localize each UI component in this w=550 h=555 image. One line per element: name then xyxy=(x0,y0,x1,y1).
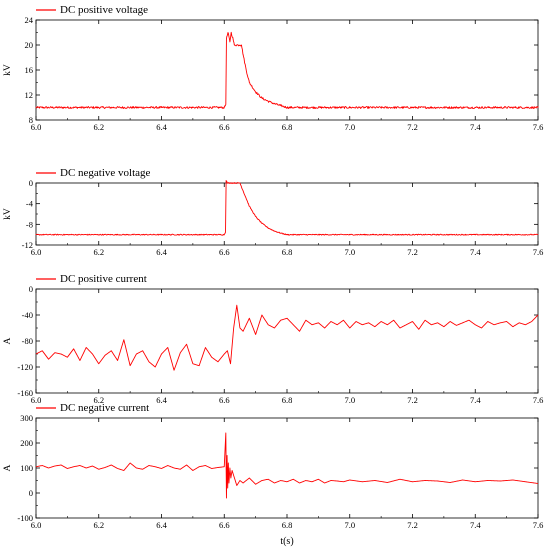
x-tick-label: 7.0 xyxy=(344,395,355,405)
x-tick-label: 6.2 xyxy=(93,122,104,132)
legend-label: DC positive current xyxy=(60,273,147,285)
x-tick-label: 6.4 xyxy=(156,122,167,132)
x-tick-label: 6.4 xyxy=(156,395,167,405)
y-tick-label: 100 xyxy=(20,463,33,473)
x-tick-label: 6.8 xyxy=(282,122,293,132)
y-tick-label: 0 xyxy=(29,488,33,498)
y-tick-label: -40 xyxy=(22,310,33,320)
y-tick-label: -120 xyxy=(17,362,33,372)
legend-label: DC positive voltage xyxy=(60,4,148,16)
x-tick-label: 6.2 xyxy=(93,247,104,257)
x-tick-label: 7.6 xyxy=(533,520,544,530)
y-tick-label: 200 xyxy=(20,438,33,448)
y-axis-label: kV xyxy=(3,208,13,220)
chart-panel-3: 6.0 6.2 6.4 6.6 6.8 7.0 7.2 7.4 7.6 0 -40 -80 -120 -1… xyxy=(3,273,543,405)
y-tick-label: 8 xyxy=(29,115,33,125)
x-tick-label: 7.4 xyxy=(470,122,481,132)
series-line xyxy=(35,432,539,499)
x-tick-label: 7.0 xyxy=(344,122,355,132)
y-tick-label: 300 xyxy=(20,413,33,423)
x-tick-label: 7.6 xyxy=(533,247,544,257)
chart-panel-2: 6.0 6.2 6.4 6.6 6.8 7.0 7.2 7.4 7.6 0 -4 -8 -12 kV DC … xyxy=(3,167,543,257)
x-tick-label: 7.2 xyxy=(407,247,418,257)
y-axis-label: A xyxy=(3,337,13,344)
plot-frame xyxy=(35,288,539,394)
x-tick-label: 6.6 xyxy=(219,122,230,132)
y-tick-label: -4 xyxy=(26,199,34,209)
chart-panel-4: 6.0 6.2 6.4 6.6 6.8 7.0 7.2 7.4 7.6 300 200 100 0 -10… xyxy=(3,402,543,530)
x-tick-label: 7.4 xyxy=(470,520,481,530)
series-line xyxy=(35,31,539,109)
plot-frame xyxy=(35,417,539,519)
series-line xyxy=(35,304,539,371)
x-tick-label: 7.4 xyxy=(470,395,481,405)
x-tick-label: 7.6 xyxy=(533,122,544,132)
y-tick-label: -12 xyxy=(22,240,33,250)
x-tick-label: 6.8 xyxy=(282,247,293,257)
x-tick-label: 7.2 xyxy=(407,520,418,530)
x-tick-label: 6.6 xyxy=(219,247,230,257)
x-tick-label: 6.8 xyxy=(282,520,293,530)
x-tick-label: 7.0 xyxy=(344,247,355,257)
y-tick-label: 24 xyxy=(25,15,34,25)
x-tick-label: 6.4 xyxy=(156,247,167,257)
x-axis-label: t(s) xyxy=(280,536,293,547)
y-tick-label: -100 xyxy=(17,513,33,523)
legend-label: DC negative voltage xyxy=(60,167,151,179)
y-tick-label: -8 xyxy=(26,219,33,229)
x-tick-label: 6.4 xyxy=(156,520,167,530)
x-tick-label: 7.6 xyxy=(533,395,544,405)
x-tick-label: 7.0 xyxy=(344,520,355,530)
y-tick-label: -160 xyxy=(17,388,33,398)
plot-frame xyxy=(35,19,539,121)
y-tick-label: 12 xyxy=(25,90,34,100)
x-tick-label: 6.0 xyxy=(31,247,42,257)
x-tick-label: 6.2 xyxy=(93,520,104,530)
x-tick-label: 6.6 xyxy=(219,395,230,405)
y-tick-label: 0 xyxy=(29,284,33,294)
y-tick-label: -80 xyxy=(22,336,33,346)
y-axis-label: A xyxy=(3,464,13,471)
x-tick-label: 6.2 xyxy=(93,395,104,405)
legend-label: DC negative current xyxy=(60,402,149,414)
y-axis-label: kV xyxy=(3,64,13,76)
y-tick-label: 0 xyxy=(29,178,33,188)
x-tick-label: 7.2 xyxy=(407,122,418,132)
y-tick-label: 20 xyxy=(25,40,34,50)
plot-frame xyxy=(35,182,539,246)
chart-panel-1: 6.0 6.2 6.4 6.6 6.8 7.0 7.2 7.4 7.6 8 12 16 20 24 kV DC… xyxy=(3,4,543,132)
x-tick-label: 6.0 xyxy=(31,122,42,132)
x-tick-label: 7.2 xyxy=(407,395,418,405)
x-tick-label: 6.8 xyxy=(282,395,293,405)
x-tick-label: 7.4 xyxy=(470,247,481,257)
x-tick-label: 6.0 xyxy=(31,520,42,530)
x-tick-label: 6.0 xyxy=(31,395,42,405)
x-tick-label: 6.6 xyxy=(219,520,230,530)
y-tick-label: 16 xyxy=(25,65,34,75)
series-line xyxy=(35,179,539,236)
